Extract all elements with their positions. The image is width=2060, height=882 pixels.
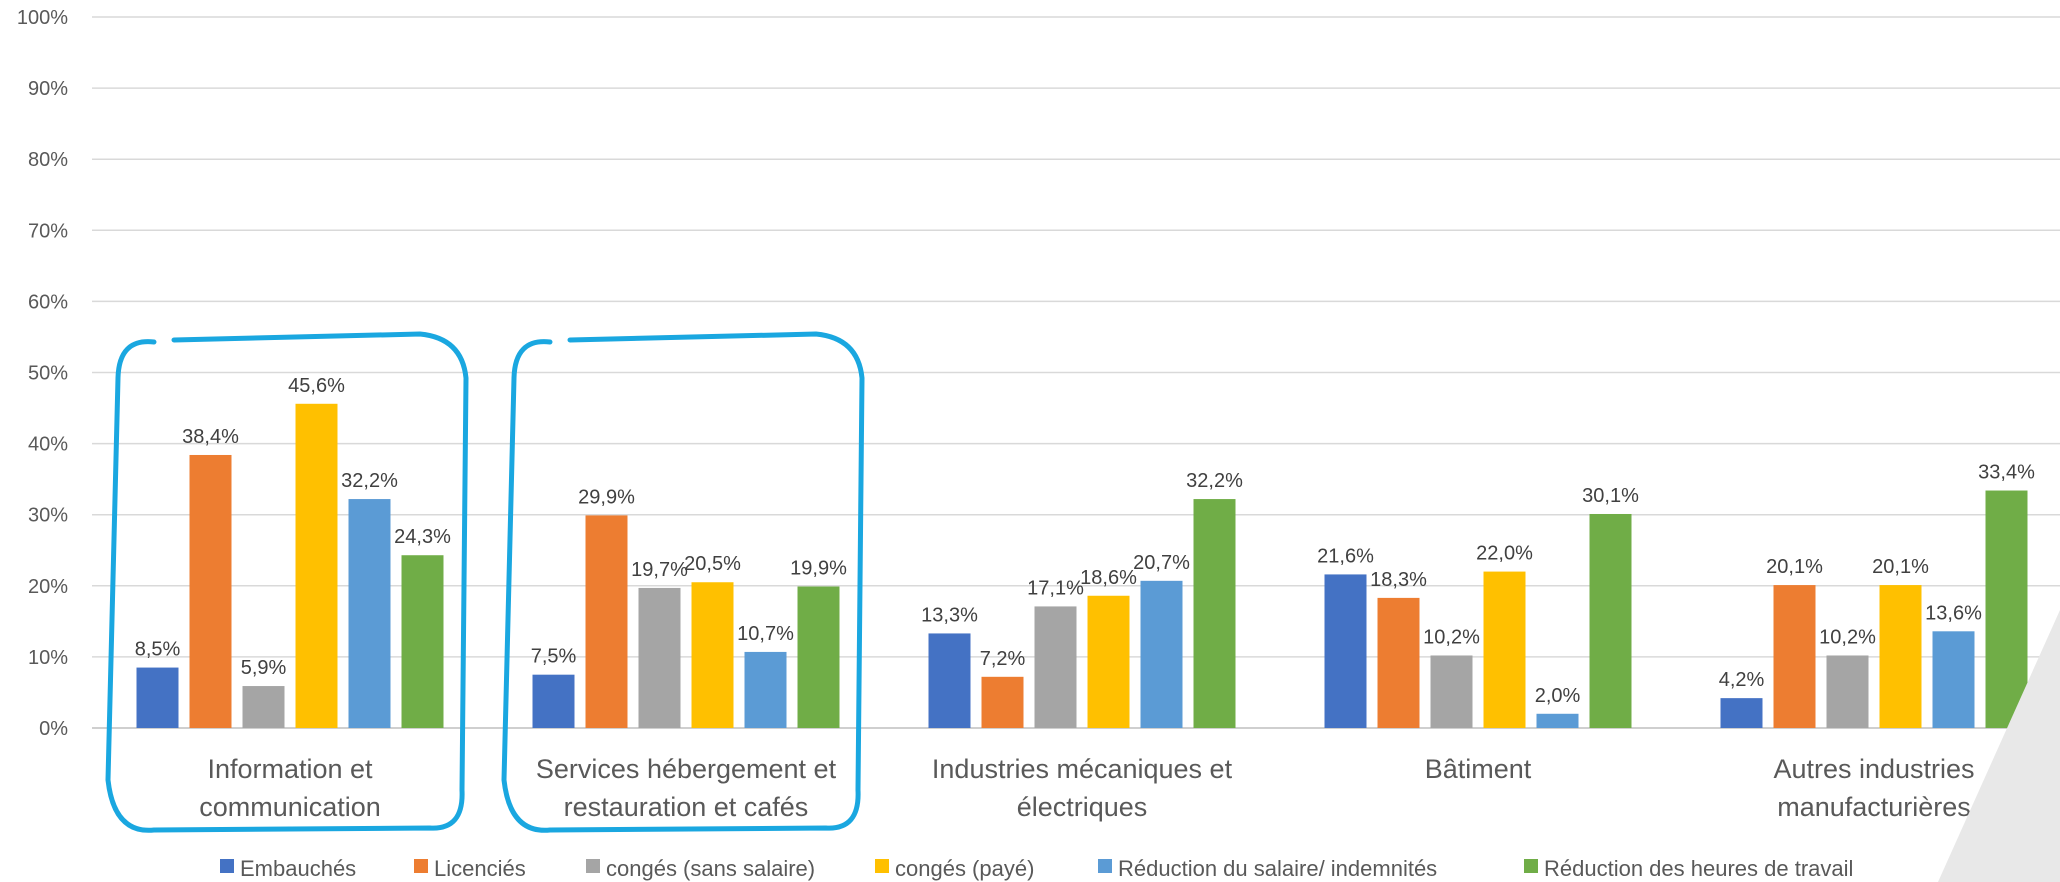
highlight-outlines (105, 331, 865, 833)
legend-swatch (1098, 859, 1112, 873)
y-tick-label: 90% (28, 78, 68, 100)
data-label: 10,7% (737, 623, 794, 645)
data-label: 20,1% (1766, 556, 1823, 578)
data-label: 13,3% (921, 604, 978, 626)
data-label: 21,6% (1317, 545, 1374, 567)
legend-swatch (220, 859, 234, 873)
legend-label: congés (payé) (895, 856, 1034, 881)
bar (928, 633, 971, 728)
bar (797, 586, 840, 728)
bar (1879, 585, 1922, 728)
bar (348, 499, 391, 728)
bar (1324, 574, 1367, 728)
data-label: 19,9% (790, 558, 847, 580)
data-label: 20,7% (1133, 552, 1190, 574)
legend-swatch (1524, 859, 1538, 873)
y-axis-tick-labels: 0% 10% 20% 30% 40% 50% 60% 70% 80% 90% 100% (17, 7, 68, 740)
bar (401, 555, 444, 728)
highlight-outline (105, 331, 469, 833)
bar (1193, 499, 1236, 728)
data-label: 38,4% (182, 426, 239, 448)
bar (532, 674, 575, 728)
legend-label: Réduction des heures de travail (1544, 856, 1853, 881)
bar (189, 454, 232, 728)
y-tick-label: 50% (28, 363, 68, 385)
bar (744, 651, 787, 728)
y-tick-label: 0% (39, 718, 68, 740)
y-tick-label: 10% (28, 647, 68, 669)
bar (638, 587, 681, 728)
data-labels: 8,5% 38,4% 5,9% 45,6% 32,2% 24,3% 7,5% 29,9% 19,… (135, 375, 2035, 707)
category-label: Information et communication (199, 754, 381, 822)
data-label: 32,2% (1186, 470, 1243, 492)
bar (1483, 571, 1526, 728)
y-tick-label: 30% (28, 505, 68, 527)
category-label: Services hébergement et restauration et c… (536, 754, 837, 822)
data-label: 24,3% (394, 526, 451, 548)
data-label: 2,0% (1535, 685, 1581, 707)
data-label: 7,5% (531, 646, 577, 668)
legend-label: congés (sans salaire) (606, 856, 815, 881)
data-label: 18,6% (1080, 567, 1137, 589)
bar (1536, 713, 1579, 728)
bar (242, 686, 285, 728)
bar (1430, 655, 1473, 728)
y-tick-label: 60% (28, 291, 68, 313)
bar (981, 676, 1024, 728)
bar (1826, 655, 1869, 728)
legend: Embauchés Licenciés congés (sans salaire) c… (220, 856, 1853, 881)
category-label: Autres industries manufacturières (1773, 754, 1974, 822)
y-tick-label: 40% (28, 434, 68, 456)
bar (1773, 585, 1816, 728)
y-tick-label: 100% (17, 7, 68, 29)
data-label: 45,6% (288, 375, 345, 397)
data-label: 8,5% (135, 639, 181, 661)
bar (1589, 513, 1632, 728)
legend-swatch (875, 859, 889, 873)
bar (1932, 631, 1975, 728)
data-label: 20,1% (1872, 556, 1929, 578)
bar (136, 667, 179, 728)
legend-swatch (586, 859, 600, 873)
bar (1140, 580, 1183, 728)
data-label: 32,2% (341, 470, 398, 492)
data-label: 10,2% (1423, 626, 1480, 648)
data-label: 33,4% (1978, 462, 2035, 484)
y-tick-label: 70% (28, 220, 68, 242)
data-label: 5,9% (241, 657, 287, 679)
data-label: 10,2% (1819, 626, 1876, 648)
category-label: Bâtiment (1425, 754, 1532, 784)
legend-label: Licenciés (434, 856, 526, 881)
bar (585, 515, 628, 728)
data-label: 13,6% (1925, 602, 1982, 624)
bar (1087, 595, 1130, 728)
bar (691, 582, 734, 728)
bar (1985, 490, 2028, 728)
legend-label: Embauchés (240, 856, 356, 881)
y-tick-label: 20% (28, 576, 68, 598)
data-label: 29,9% (578, 486, 635, 508)
data-label: 7,2% (980, 648, 1026, 670)
data-label: 22,0% (1476, 543, 1533, 565)
bar (1034, 606, 1077, 728)
data-label: 19,7% (631, 559, 688, 581)
data-label: 4,2% (1719, 669, 1765, 691)
bar (295, 403, 338, 728)
data-label: 20,5% (684, 553, 741, 575)
bar (1377, 597, 1420, 728)
highlight-outline (501, 331, 865, 833)
data-label: 18,3% (1370, 569, 1427, 591)
data-label: 30,1% (1582, 485, 1639, 507)
category-label: Industries mécaniques et électriques (932, 754, 1233, 822)
legend-label: Réduction du salaire/ indemnités (1118, 856, 1437, 881)
decorative-corner-shape (1938, 610, 2060, 882)
legend-swatch (414, 859, 428, 873)
category-labels: Information et communication Services hébe… (199, 754, 1974, 822)
bars (136, 403, 2028, 728)
y-tick-label: 80% (28, 149, 68, 171)
bar (1720, 698, 1763, 728)
data-label: 17,1% (1027, 577, 1084, 599)
